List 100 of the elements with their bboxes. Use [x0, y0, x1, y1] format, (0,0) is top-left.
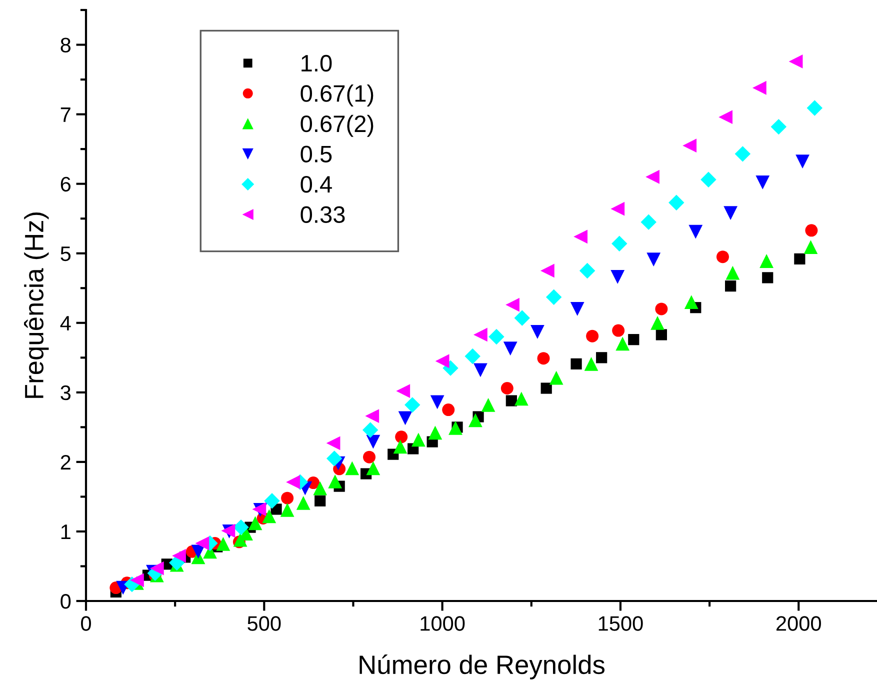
point [345, 461, 360, 476]
y-tick-label: 7 [60, 108, 70, 122]
point [366, 461, 380, 476]
point [788, 54, 803, 68]
point [610, 270, 625, 284]
point [506, 395, 517, 406]
legend-label: 1.0 [302, 54, 332, 72]
y-tick-label: 8 [60, 38, 71, 53]
point [473, 363, 488, 378]
point [281, 492, 294, 504]
point [435, 354, 450, 368]
y-tick-label: 3 [60, 385, 70, 400]
y-tick-label: 4 [60, 316, 71, 330]
point [172, 548, 186, 563]
point [725, 280, 736, 292]
point [805, 224, 818, 237]
point [233, 519, 249, 536]
point [296, 496, 310, 510]
point [537, 352, 550, 365]
point [724, 206, 738, 220]
point [365, 409, 380, 423]
point [734, 146, 751, 162]
point [150, 561, 164, 576]
point [442, 404, 455, 416]
point [726, 266, 740, 280]
legend-label: 0.33 [300, 206, 345, 223]
point [530, 324, 544, 339]
legend-label: 0.4 [300, 176, 332, 193]
y-tick-label: 5 [60, 246, 71, 262]
point [366, 434, 380, 449]
point [596, 352, 608, 364]
point [579, 262, 596, 279]
legend-label: 0.67(2) [300, 114, 374, 137]
point [363, 450, 376, 464]
point [549, 370, 564, 385]
point [362, 422, 378, 438]
point [540, 264, 554, 278]
point [584, 356, 598, 371]
point [546, 289, 562, 306]
point [668, 194, 684, 210]
point [430, 395, 444, 410]
point [646, 170, 660, 184]
point [628, 334, 640, 346]
x-tick-label: 0 [81, 616, 91, 631]
point [646, 252, 661, 267]
point [682, 138, 697, 153]
point [574, 230, 588, 244]
point [314, 495, 326, 506]
point [448, 420, 462, 435]
point [326, 436, 340, 450]
point [762, 272, 774, 284]
point [216, 537, 230, 551]
point [700, 172, 716, 188]
point [488, 328, 504, 345]
point [804, 240, 818, 254]
point [688, 224, 703, 239]
point [612, 324, 625, 337]
point [718, 110, 733, 124]
point [756, 175, 770, 190]
point [398, 411, 412, 426]
point [540, 382, 552, 394]
point [500, 382, 514, 394]
point [514, 310, 530, 326]
y-tick-label: 1 [61, 524, 70, 540]
point [503, 342, 518, 356]
point [770, 118, 787, 135]
point [514, 392, 528, 406]
point [794, 253, 806, 264]
point [468, 413, 482, 428]
point [464, 348, 480, 364]
legend-label: 0.67(1) [300, 84, 374, 107]
point [806, 100, 823, 116]
point [411, 432, 426, 447]
point [586, 330, 599, 342]
point [616, 336, 630, 351]
point [264, 493, 280, 509]
point [716, 250, 729, 264]
point [612, 236, 628, 252]
point [481, 398, 496, 412]
x-tick-label: 500 [248, 616, 281, 631]
y-axis-title: Frequência (Hz) [24, 212, 49, 398]
point [640, 214, 656, 230]
point [428, 426, 442, 440]
point [796, 154, 810, 169]
y-tick-label: 0 [60, 594, 71, 609]
point [280, 502, 294, 517]
point [396, 384, 410, 398]
point [326, 450, 342, 466]
point [656, 329, 667, 340]
y-tick-label: 2 [60, 454, 70, 470]
point [752, 80, 766, 95]
point [760, 254, 774, 268]
x-tick-label: 1500 [598, 616, 643, 631]
legend-label: 0.5 [300, 146, 332, 162]
point [286, 475, 300, 490]
point [473, 328, 488, 342]
point [313, 481, 328, 496]
point [393, 440, 408, 454]
x-tick-label: 1000 [420, 616, 465, 631]
point [262, 509, 276, 524]
